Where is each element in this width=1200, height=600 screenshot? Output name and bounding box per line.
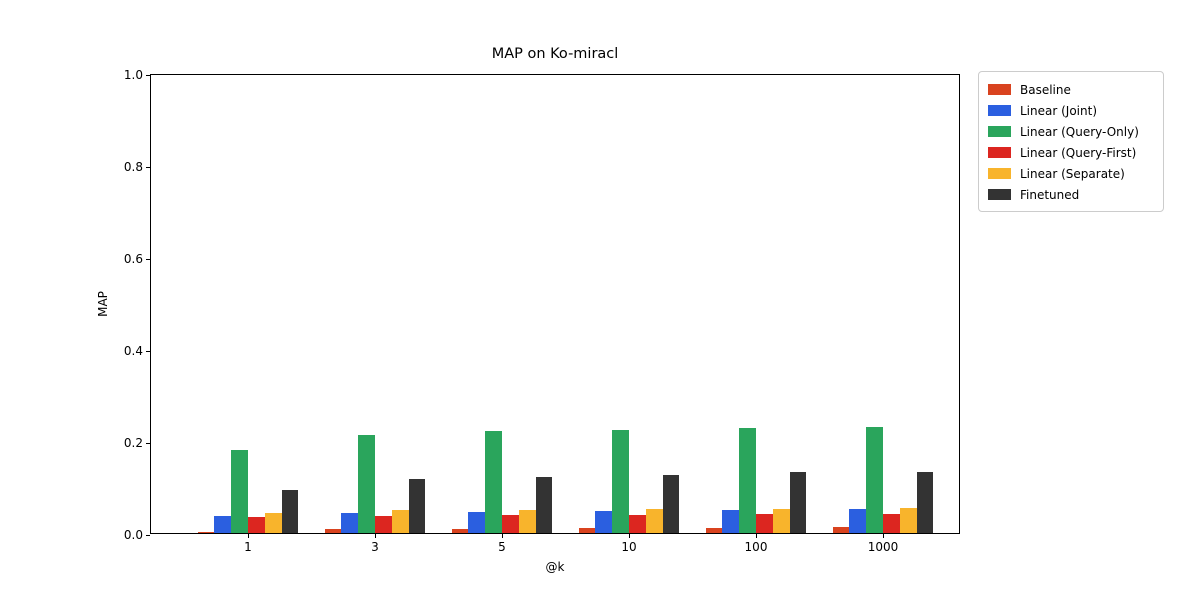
y-axis-label: MAP (96, 291, 110, 317)
bar-baseline-at-10 (578, 527, 596, 533)
bar-linear-joint-at-3 (341, 513, 359, 533)
legend-label: Finetuned (1020, 187, 1080, 202)
bar-linear-query-only-at-3 (358, 435, 375, 533)
x-tick-label: 3 (371, 540, 379, 554)
x-tick (501, 534, 503, 538)
legend-entry: Linear (Query-First) (988, 142, 1154, 163)
y-tick-label: 1.0 (123, 68, 143, 82)
x-tick-label: 10 (621, 540, 637, 554)
y-tick (146, 258, 150, 260)
chart-title: MAP on Ko-miracl (491, 46, 619, 62)
legend-swatch-icon (988, 84, 1011, 95)
bar-linear-query-only-at-100 (739, 428, 756, 533)
y-tick-label: 0.8 (123, 160, 143, 174)
bar-baseline-at-100 (705, 527, 723, 533)
bar-linear-joint-at-1000 (849, 508, 867, 533)
bar-linear-separate-at-3 (391, 510, 409, 533)
y-tick (146, 442, 150, 444)
legend-label: Linear (Query-First) (1020, 145, 1137, 160)
legend-entry: Linear (Joint) (988, 100, 1154, 121)
legend-label: Linear (Separate) (1020, 166, 1125, 181)
bar-linear-query-first-at-10 (629, 514, 646, 533)
legend-label: Baseline (1020, 82, 1071, 97)
legend-label: Linear (Joint) (1020, 103, 1097, 118)
x-tick-label: 1 (244, 540, 252, 554)
bar-linear-query-first-at-100 (756, 514, 773, 533)
x-tick-label: 100 (744, 540, 768, 554)
x-tick-label: 1000 (867, 540, 899, 554)
bar-linear-joint-at-10 (595, 510, 613, 533)
x-tick (374, 534, 376, 538)
bar-linear-joint-at-1 (214, 516, 232, 533)
legend: Baseline Linear (Joint) Linear (Query-Only… (978, 71, 1164, 212)
x-tick-label: 5 (498, 540, 506, 554)
x-axis-label: @k (545, 560, 565, 574)
bar-linear-separate-at-1000 (899, 508, 917, 533)
legend-entry: Baseline (988, 79, 1154, 100)
legend-label: Linear (Query-Only) (1020, 124, 1139, 139)
bar-linear-query-only-at-5 (485, 431, 502, 533)
x-tick (628, 534, 630, 538)
bar-finetuned-at-3 (408, 478, 426, 533)
bar-linear-query-first-at-5 (502, 514, 519, 533)
bar-baseline-at-3 (324, 528, 342, 533)
x-tick (247, 534, 249, 538)
y-tick (146, 534, 150, 536)
legend-swatch-icon (988, 105, 1011, 116)
bar-linear-separate-at-5 (518, 510, 536, 533)
bar-linear-joint-at-100 (722, 509, 740, 533)
bar-linear-query-first-at-3 (375, 515, 392, 533)
y-tick (146, 166, 150, 168)
bar-finetuned-at-5 (535, 476, 553, 533)
legend-swatch-icon (988, 168, 1011, 179)
legend-entry: Finetuned (988, 184, 1154, 205)
legend-swatch-icon (988, 126, 1011, 137)
y-tick-label: 0.2 (123, 436, 143, 450)
bar-baseline-at-5 (451, 528, 469, 533)
bar-linear-query-first-at-1 (248, 517, 265, 533)
legend-swatch-icon (988, 189, 1011, 200)
bar-linear-separate-at-1 (264, 512, 282, 533)
x-tick (882, 534, 884, 538)
bar-finetuned-at-10 (662, 474, 680, 533)
bar-linear-query-only-at-10 (612, 430, 629, 533)
bar-linear-query-only-at-1000 (866, 427, 883, 533)
x-tick (755, 534, 757, 538)
y-tick (146, 74, 150, 76)
y-tick-label: 0.6 (123, 252, 143, 266)
y-tick (146, 350, 150, 352)
bar-linear-joint-at-5 (468, 511, 486, 533)
plot-area: 0.0 0.2 0.4 0.6 0.8 1.0 1 3 5 10 100 1000 (124, 68, 960, 554)
bar-baseline-at-1000 (832, 527, 850, 533)
bar-linear-query-first-at-1000 (883, 514, 900, 533)
y-tick-label: 0.0 (123, 528, 143, 542)
bar-finetuned-at-100 (789, 472, 807, 533)
legend-entry: Linear (Query-Only) (988, 121, 1154, 142)
bar-linear-separate-at-100 (772, 509, 790, 533)
legend-entry: Linear (Separate) (988, 163, 1154, 184)
bar-baseline-at-1 (197, 531, 215, 533)
legend-swatch-icon (988, 147, 1011, 158)
bar-linear-query-only-at-1 (231, 449, 248, 533)
y-tick-label: 0.4 (123, 344, 143, 358)
bar-finetuned-at-1000 (916, 471, 934, 533)
bar-linear-separate-at-10 (645, 509, 663, 533)
bar-finetuned-at-1 (281, 489, 299, 533)
